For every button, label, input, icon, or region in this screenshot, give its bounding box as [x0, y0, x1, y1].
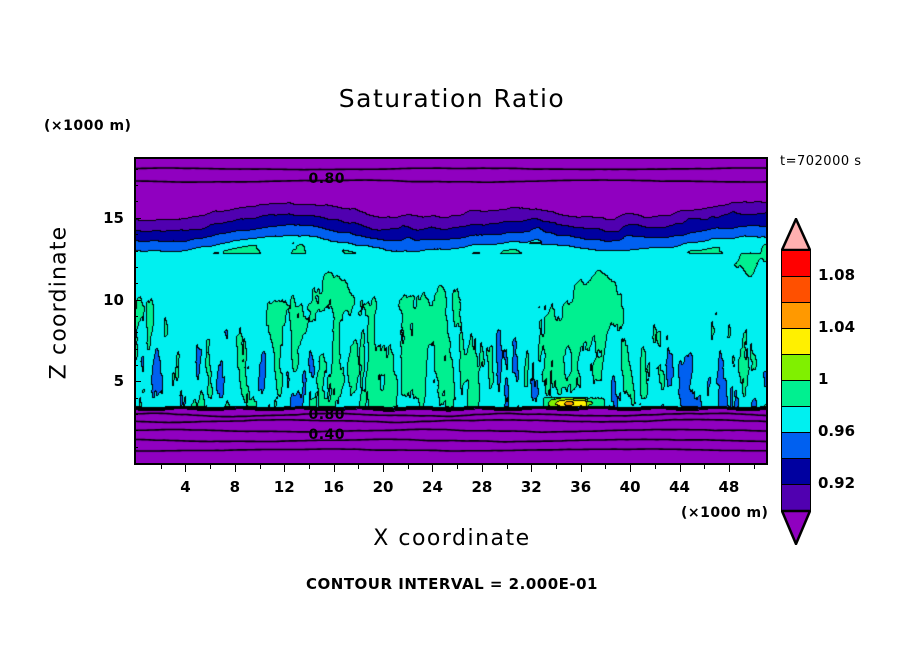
x-tick-label: 36: [570, 478, 592, 496]
z-axis-units-label: (×1000 m): [44, 118, 132, 134]
x-tick: [580, 465, 582, 472]
x-minor-tick: [358, 465, 360, 469]
colorbar-band: [781, 354, 811, 382]
colorbar-under-arrow: [781, 509, 811, 545]
colorbar-tick-label: 0.92: [818, 474, 856, 492]
y-minor-tick: [134, 332, 138, 334]
x-tick-label: 28: [471, 478, 493, 496]
y-tick-label: 5: [113, 372, 124, 391]
y-minor-tick: [134, 266, 138, 268]
x-tick-label: 16: [323, 478, 345, 496]
x-tick: [679, 465, 681, 472]
colorbar-tick-label: 1.08: [818, 266, 856, 284]
colorbar: [781, 250, 811, 512]
x-tick-label: 12: [273, 478, 295, 496]
x-minor-tick: [753, 465, 755, 469]
y-minor-tick: [134, 234, 138, 236]
x-tick-label: 48: [718, 478, 740, 496]
y-minor-tick: [134, 413, 138, 415]
x-axis-units-label: (×1000 m): [681, 505, 769, 521]
x-tick: [728, 465, 730, 472]
x-tick: [333, 465, 335, 472]
y-tick-label: 15: [103, 208, 124, 227]
x-tick-label: 8: [229, 478, 241, 496]
colorbar-tick-label: 1.04: [818, 318, 856, 336]
colorbar-band: [781, 484, 811, 512]
y-axis-title: Z coordinate: [46, 225, 72, 380]
y-minor-tick: [134, 315, 138, 317]
colorbar-tick-label: 0.96: [818, 422, 856, 440]
y-minor-tick: [134, 283, 138, 285]
contour-label: 0.80: [308, 171, 346, 188]
colorbar-band: [781, 380, 811, 408]
timestamp-annotation: t=702000 s: [780, 154, 862, 169]
y-minor-tick: [134, 201, 138, 203]
x-tick-label: 32: [520, 478, 542, 496]
x-minor-tick: [605, 465, 607, 469]
x-tick: [630, 465, 632, 472]
y-tick: [134, 299, 141, 301]
colorbar-band: [781, 250, 811, 278]
colorbar-band: [781, 458, 811, 486]
y-tick-label: 10: [103, 290, 124, 309]
x-tick: [531, 465, 533, 472]
x-tick: [284, 465, 286, 472]
x-tick-label: 24: [422, 478, 443, 496]
x-tick-label: 44: [669, 478, 690, 496]
x-minor-tick: [210, 465, 212, 469]
x-tick: [383, 465, 385, 472]
y-minor-tick: [134, 168, 138, 170]
colorbar-tick-label: 1: [818, 370, 829, 388]
y-minor-tick: [134, 348, 138, 350]
x-tick: [432, 465, 434, 472]
x-tick-label: 20: [372, 478, 394, 496]
x-tick-label: 40: [619, 478, 641, 496]
colorbar-band: [781, 432, 811, 460]
colorbar-band: [781, 406, 811, 434]
chart-title: Saturation Ratio: [338, 84, 566, 113]
saturation-ratio-field: [136, 159, 766, 463]
x-minor-tick: [457, 465, 459, 469]
x-minor-tick: [407, 465, 409, 469]
x-minor-tick: [654, 465, 656, 469]
x-tick: [185, 465, 187, 472]
x-tick-label: 4: [180, 478, 191, 496]
x-minor-tick: [308, 465, 310, 469]
contour-label: 0.40: [308, 427, 346, 444]
y-minor-tick: [134, 364, 138, 366]
colorbar-band: [781, 328, 811, 356]
y-minor-tick: [134, 430, 138, 432]
x-axis-title: X coordinate: [373, 526, 531, 551]
x-tick: [481, 465, 483, 472]
colorbar-over-arrow: [781, 218, 811, 251]
colorbar-band: [781, 276, 811, 304]
y-minor-tick: [134, 250, 138, 252]
x-minor-tick: [160, 465, 162, 469]
x-minor-tick: [704, 465, 706, 469]
y-minor-tick: [134, 185, 138, 187]
y-minor-tick: [134, 397, 138, 399]
y-tick: [134, 217, 141, 219]
x-minor-tick: [506, 465, 508, 469]
y-minor-tick: [134, 446, 138, 448]
x-minor-tick: [259, 465, 261, 469]
contour-interval-caption: CONTOUR INTERVAL = 2.000E-01: [306, 575, 598, 593]
x-minor-tick: [556, 465, 557, 469]
x-tick: [234, 465, 236, 472]
y-tick: [134, 381, 141, 383]
colorbar-band: [781, 302, 811, 330]
contour-label: 0.80: [308, 407, 346, 424]
contour-plot-area: [134, 157, 768, 465]
